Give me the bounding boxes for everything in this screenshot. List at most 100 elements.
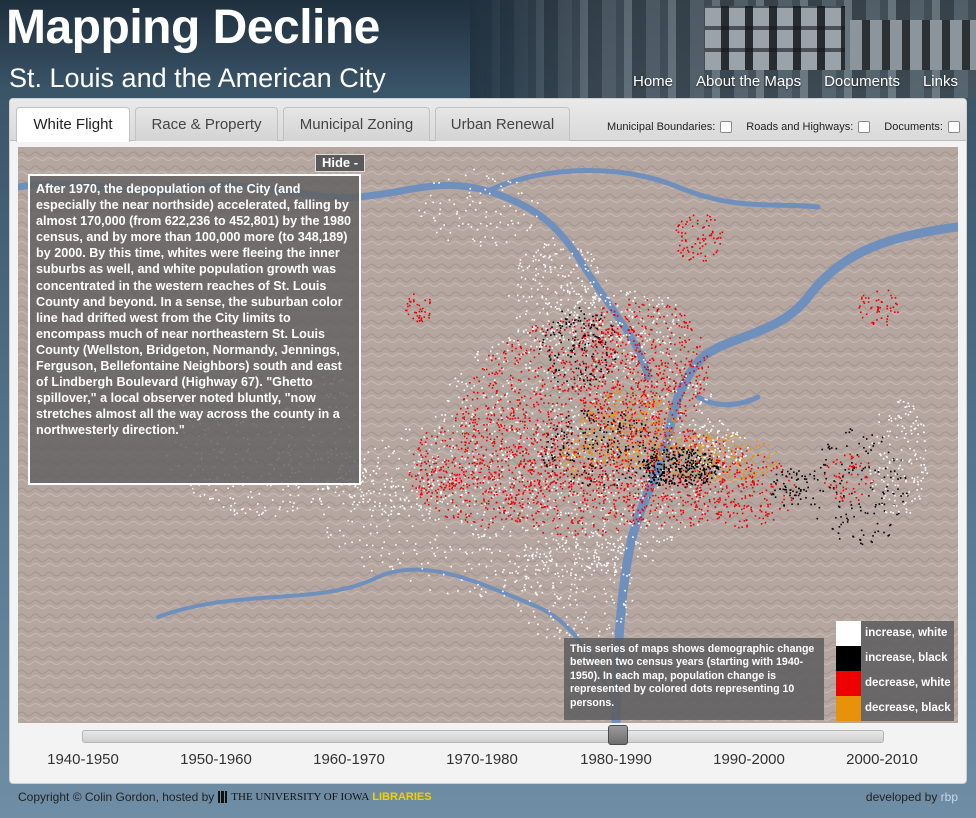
map-view[interactable]: Hide - After 1970, the depopulation of t… [18,147,958,723]
tab-race-property[interactable]: Race & Property [135,107,278,141]
population-dot [492,445,495,447]
population-dot [594,292,596,295]
population-dot [544,470,547,472]
population-dot [388,525,391,527]
population-dot [519,512,521,515]
population-dot [476,445,479,447]
population-dot [452,445,454,447]
population-dot [408,470,411,473]
population-dot [517,330,519,333]
population-dot [451,415,453,417]
population-dot [607,372,609,374]
population-dot [605,565,607,567]
population-dot [659,316,661,319]
population-dot [557,373,560,375]
population-dot [601,487,604,490]
nav-documents[interactable]: Documents [824,73,900,90]
population-dot [551,463,554,466]
population-dot [608,624,610,626]
population-dot [630,378,633,380]
tab-municipal-zoning[interactable]: Municipal Zoning [283,107,430,141]
population-dot [562,351,565,354]
population-dot [582,340,585,342]
population-dot [710,393,712,396]
population-dot [714,501,716,504]
population-dot [445,484,448,487]
municipal-boundaries-checkbox[interactable] [720,121,733,133]
population-dot [677,319,680,321]
population-dot [463,473,465,476]
population-dot [570,488,573,490]
population-dot [596,489,598,492]
population-dot [649,512,651,515]
population-dot [717,461,720,464]
population-dot [499,411,502,413]
population-dot [591,358,594,360]
population-dot [693,370,695,372]
population-dot [430,466,433,468]
population-dot [466,395,469,397]
population-dot [594,344,596,347]
population-dot [503,585,505,588]
population-dot [641,400,643,403]
population-dot [468,563,470,566]
documents-checkbox[interactable] [948,121,960,133]
population-dot [584,451,587,454]
population-dot [689,494,691,497]
population-dot [595,464,597,467]
population-dot [733,463,735,465]
population-dot [589,567,592,569]
population-dot [656,373,658,375]
population-dot [650,390,652,393]
population-dot [669,378,671,380]
population-dot [591,474,593,477]
roads-highways-toggle[interactable]: Roads and Highways: [746,121,871,133]
population-dot [559,413,562,416]
population-dot [515,421,517,424]
population-dot [599,484,602,486]
population-dot [470,387,473,390]
population-dot [626,403,628,406]
population-dot [633,311,636,313]
roads-highways-checkbox[interactable] [858,121,871,133]
population-dot [742,454,744,456]
population-dot [531,412,534,415]
population-dot [720,486,722,488]
population-dot [498,477,501,480]
population-dot [646,397,649,400]
population-dot [552,538,555,541]
nav-home[interactable]: Home [633,73,674,90]
population-dot [498,370,501,372]
population-dot [736,471,738,474]
population-dot [626,483,628,485]
population-dot [572,416,574,418]
population-dot [365,492,368,495]
tab-urban-renewal[interactable]: Urban Renewal [435,107,570,141]
population-dot [602,443,604,445]
population-dot [658,423,660,426]
documents-toggle[interactable]: Documents: [884,121,960,133]
population-dot [568,422,570,425]
population-dot [569,478,571,481]
population-dot [695,495,698,498]
population-dot [489,548,491,551]
population-dot [489,454,491,456]
population-dot [563,606,565,609]
population-dot [489,383,492,385]
population-dot [470,472,472,474]
population-dot [617,550,619,552]
population-dot [679,480,682,482]
population-dot [389,494,391,496]
population-dot [701,452,704,455]
population-dot [486,417,489,420]
tab-white-flight[interactable]: White Flight [16,107,130,142]
municipal-boundaries-toggle[interactable]: Municipal Boundaries: [607,121,733,133]
population-dot [663,369,666,372]
population-dot [658,368,661,370]
population-dot [513,482,515,484]
population-dot [574,333,577,335]
nav-about-the-maps[interactable]: About the Maps [696,73,802,90]
population-dot [612,470,614,472]
nav-links[interactable]: Links [922,73,958,90]
population-dot [610,395,613,398]
